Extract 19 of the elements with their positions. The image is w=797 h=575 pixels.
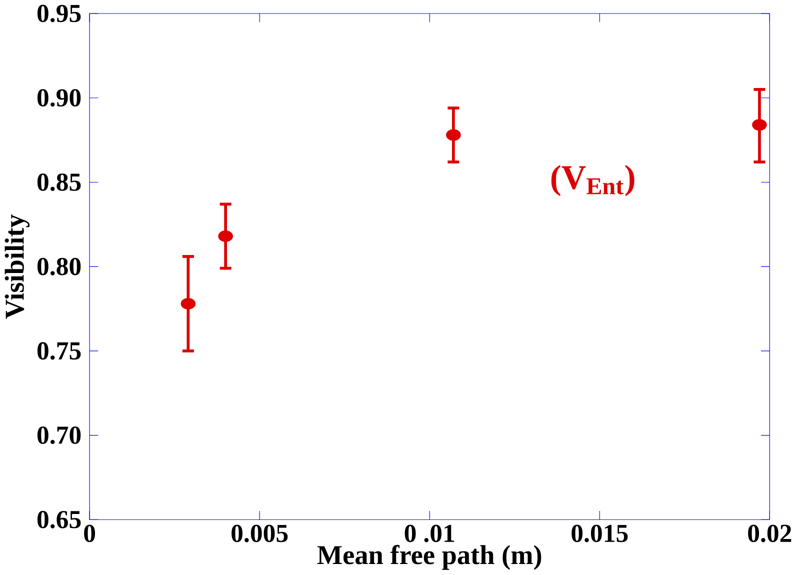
point: [218, 230, 233, 242]
x-tick-label: 0: [84, 524, 96, 542]
y-tick-label: 0.70: [37, 426, 81, 444]
x-tick-label: 0.005: [232, 524, 288, 542]
y-tick-label: 0.85: [37, 174, 81, 192]
y-axis-title: Visibility: [4, 214, 30, 319]
y-tick-label: 0.75: [37, 342, 81, 360]
point: [446, 129, 461, 141]
point: [180, 298, 196, 310]
annotation: (V$_{Ent}$): [551, 165, 634, 196]
y-tick-label: 0.90: [37, 89, 81, 107]
x-tick-label: 0.015: [572, 524, 628, 542]
y-tick-label: 0.95: [37, 4, 81, 22]
y-tick-label: 0.65: [37, 511, 81, 529]
y-tick-label: 0.80: [37, 258, 81, 276]
x-axis-title: Mean free path (m): [317, 545, 542, 570]
x-tick-label: 0.02: [748, 524, 792, 542]
point: [752, 119, 767, 131]
x-tick-label: 0 .01: [404, 524, 454, 542]
